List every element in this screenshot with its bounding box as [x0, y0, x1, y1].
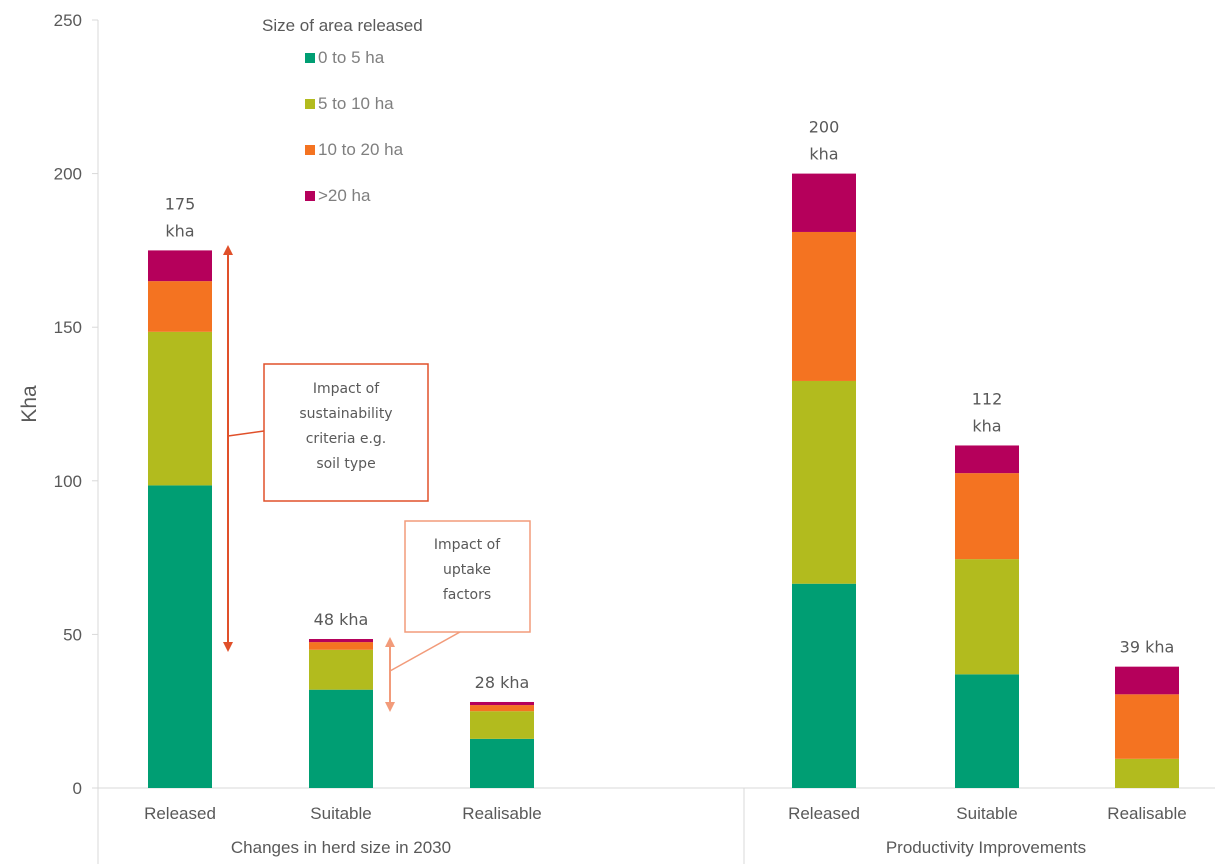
- bar-segment: [792, 231, 856, 381]
- data-label: 39 kha: [1120, 638, 1175, 657]
- legend-swatch: [305, 191, 315, 201]
- annotation-text: Impact of uptake factors: [434, 537, 501, 603]
- legend-swatch: [305, 145, 315, 155]
- group-label: Productivity Improvements: [886, 838, 1086, 857]
- axes: 0 50 100 150 200 250 Kha Changes in herd size i…: [18, 11, 1215, 864]
- bar-segment: [1115, 666, 1179, 695]
- bar-segment: [955, 559, 1019, 675]
- legend-swatch: [305, 99, 315, 109]
- x-tick-label: Released: [788, 804, 860, 823]
- data-label: 200 kha: [809, 118, 840, 164]
- bar-segment: [148, 250, 212, 282]
- annotations: Impact of sustainability criteria e.g. soil…: [223, 245, 531, 712]
- x-tick-label: Realisable: [1107, 804, 1186, 823]
- legend-swatch: [305, 53, 315, 63]
- y-tick-label: 150: [54, 318, 82, 337]
- bar-segment: [1115, 758, 1179, 788]
- x-tick-label: Suitable: [956, 804, 1017, 823]
- y-tick-label: 0: [73, 779, 82, 798]
- bar-segment: [309, 649, 373, 690]
- bar-segment: [470, 701, 534, 706]
- x-tick-label: Suitable: [310, 804, 371, 823]
- bar-segment: [792, 173, 856, 232]
- y-axis-label: Kha: [18, 385, 41, 423]
- bar-segment: [955, 473, 1019, 560]
- data-label: 28 kha: [475, 673, 530, 692]
- bar-segment: [792, 583, 856, 788]
- bar-segment: [148, 331, 212, 486]
- bar-segment: [470, 738, 534, 788]
- bar-segment: [470, 705, 534, 712]
- bar-segment: [955, 445, 1019, 474]
- bar-segment: [309, 639, 373, 643]
- annotation-text: Impact of sustainability criteria e.g. soil…: [299, 381, 392, 472]
- group-label: Changes in herd size in 2030: [231, 838, 451, 857]
- legend: Size of area released 0 to 5 ha 5 to 10 ha…: [262, 16, 423, 205]
- y-tick-label: 100: [54, 472, 82, 491]
- legend-label: >20 ha: [318, 186, 371, 205]
- x-tick-label: Realisable: [462, 804, 541, 823]
- bar-segment: [1115, 694, 1179, 759]
- bar-segment: [148, 485, 212, 788]
- legend-title: Size of area released: [262, 16, 423, 35]
- bar-segment: [309, 642, 373, 650]
- legend-label: 10 to 20 ha: [318, 140, 404, 159]
- bar-segment: [148, 281, 212, 332]
- legend-label: 0 to 5 ha: [318, 48, 385, 67]
- legend-label: 5 to 10 ha: [318, 94, 394, 113]
- bars: 175 kha 48 kha 28 kha 200 kha 112 kha 39 kha: [148, 118, 1179, 788]
- y-tick-label: 200: [54, 165, 82, 184]
- y-tick-label: 50: [63, 625, 82, 644]
- bar-segment: [792, 380, 856, 584]
- data-label: 48 kha: [314, 610, 369, 629]
- annotation-box: [263, 363, 429, 502]
- data-label: 112 kha: [972, 389, 1003, 435]
- y-tick-label: 250: [54, 11, 82, 30]
- connector-line: [227, 430, 265, 437]
- annotation-box: [404, 520, 531, 633]
- bar-segment: [309, 689, 373, 788]
- bar-segment: [955, 674, 1019, 788]
- data-label: 175 kha: [165, 194, 196, 240]
- x-tick-label: Released: [144, 804, 216, 823]
- bar-segment: [470, 711, 534, 739]
- connector-line: [389, 631, 461, 672]
